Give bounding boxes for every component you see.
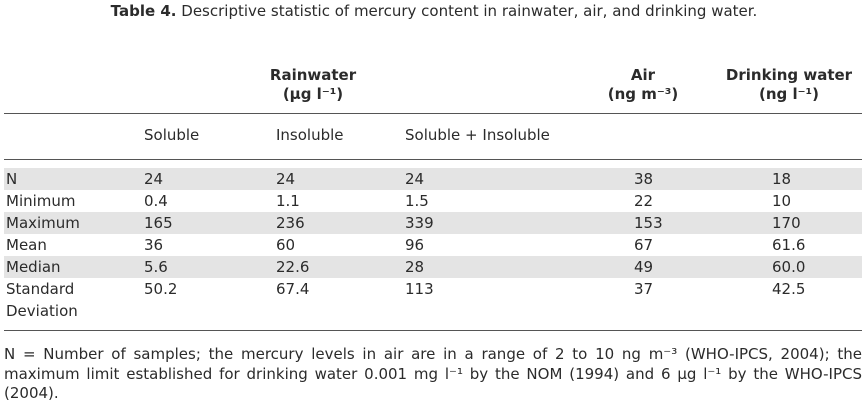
row-label: N [6, 168, 17, 190]
table-cell: 1.1 [276, 192, 300, 210]
table-cell: 36 [144, 236, 164, 254]
header-rainwater: Rainwater (µg l⁻¹) [243, 66, 383, 104]
table-cell: 42.5 [772, 280, 806, 298]
row-label-line: Minimum [6, 192, 76, 210]
row-label: Minimum [6, 190, 76, 212]
table-row: Median 5.6 22.6 28 49 60.0 [4, 256, 862, 278]
table-caption: Table 4. Descriptive statistic of mercur… [0, 2, 868, 20]
bottom-rule [4, 330, 862, 331]
table-cell: 60.0 [772, 258, 806, 276]
table-cell: 5.6 [144, 258, 168, 276]
row-label-line: Deviation [6, 302, 78, 320]
table-cell: 1.5 [405, 192, 429, 210]
header-drinking-water-unit: (ng l⁻¹) [759, 85, 819, 103]
header-air: Air (ng m⁻³) [585, 66, 701, 104]
row-label-line: N [6, 170, 18, 188]
table-row: Standard Deviation 50.2 67.4 113 37 42.5 [4, 278, 862, 322]
header-air-name: Air [630, 66, 656, 84]
table-cell: 113 [405, 280, 434, 298]
table-footnote: N = Number of samples; the mercury level… [4, 345, 862, 402]
table-row: Minimum 0.4 1.1 1.5 22 10 [4, 190, 862, 212]
table-caption-text: Descriptive statistic of mercury content… [181, 2, 758, 20]
table-row: N 24 24 24 38 18 [4, 168, 862, 190]
table-cell: 49 [634, 258, 654, 276]
header-rule [4, 113, 862, 114]
row-label: Maximum [6, 212, 80, 234]
header-rainwater-name: Rainwater [269, 66, 357, 84]
table-cell: 67.4 [276, 280, 310, 298]
row-label: Median [6, 256, 61, 278]
row-label-line: Median [6, 258, 61, 276]
table-cell: 24 [405, 170, 425, 188]
table-cell: 0.4 [144, 192, 168, 210]
table-cell: 24 [276, 170, 296, 188]
subheader-soluble: Soluble [144, 126, 200, 144]
row-label-line: Maximum [6, 214, 80, 232]
table-cell: 28 [405, 258, 425, 276]
table-row: Mean 36 60 96 67 61.6 [4, 234, 862, 256]
header-rainwater-unit: (µg l⁻¹) [282, 85, 344, 103]
header-drinking-water: Drinking water (ng l⁻¹) [712, 66, 866, 104]
table-cell: 339 [405, 214, 434, 232]
table-cell: 96 [405, 236, 425, 254]
table-cell: 22 [634, 192, 654, 210]
table-cell: 236 [276, 214, 305, 232]
table-cell: 38 [634, 170, 654, 188]
row-label: Mean [6, 234, 47, 256]
table-cell: 61.6 [772, 236, 806, 254]
row-label-line: Standard [6, 280, 75, 298]
table-cell: 67 [634, 236, 654, 254]
table-cell: 24 [144, 170, 164, 188]
table-cell: 165 [144, 214, 173, 232]
table-cell: 50.2 [144, 280, 178, 298]
row-label: Standard Deviation [6, 278, 78, 322]
row-label-line: Mean [6, 236, 47, 254]
header-drinking-water-name: Drinking water [725, 66, 853, 84]
table-row: Maximum 165 236 339 153 170 [4, 212, 862, 234]
subheader-insoluble: Insoluble [276, 126, 344, 144]
table-cell: 60 [276, 236, 296, 254]
header-air-unit: (ng m⁻³) [607, 85, 679, 103]
table-cell: 18 [772, 170, 792, 188]
subheader-rule [4, 159, 862, 160]
table-cell: 153 [634, 214, 663, 232]
table-cell: 170 [772, 214, 801, 232]
table-cell: 22.6 [276, 258, 310, 276]
table-caption-label: Table 4. [110, 2, 177, 20]
table-cell: 10 [772, 192, 792, 210]
subheader-soluble-insoluble: Soluble + Insoluble [405, 126, 550, 144]
table-cell: 37 [634, 280, 654, 298]
